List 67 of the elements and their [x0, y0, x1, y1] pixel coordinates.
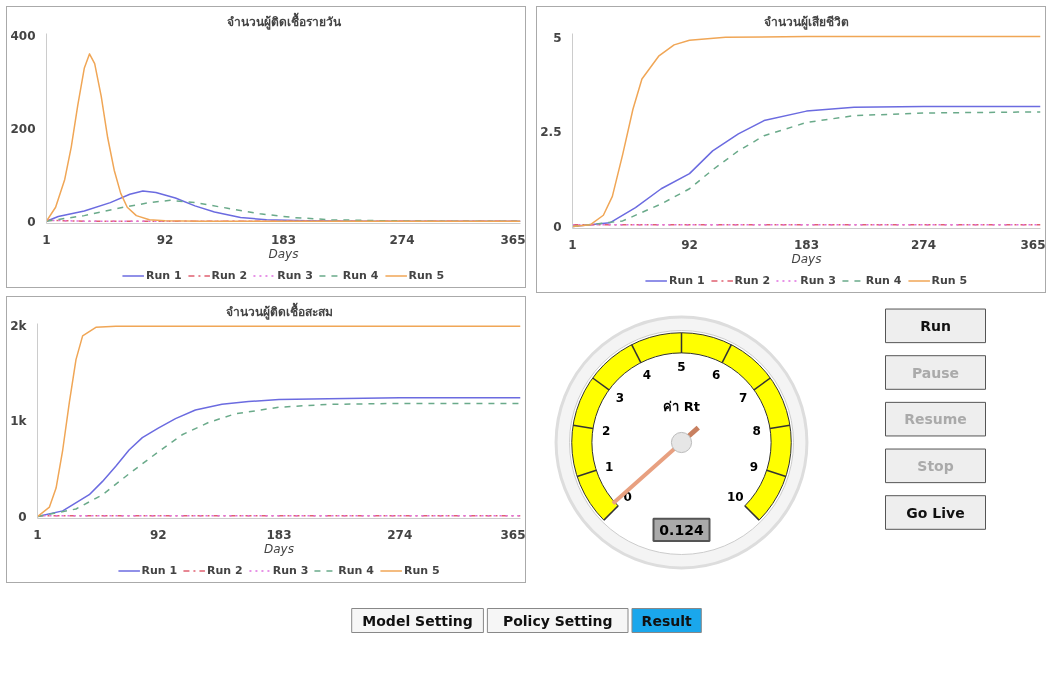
text: 1	[604, 459, 614, 474]
y-tick-label: 0	[27, 214, 36, 229]
x-axis-title: Days	[791, 251, 822, 266]
text: Go Live	[906, 504, 965, 521]
y-tick-label: 0	[18, 509, 27, 524]
text: 5	[677, 359, 686, 374]
x-tick-label: 183	[270, 232, 297, 247]
y-tick-label: 2k	[10, 319, 28, 334]
x-axis-title: Days	[264, 541, 294, 556]
legend-label: Run 5	[931, 273, 968, 287]
text: 3	[615, 391, 625, 406]
x-tick-label: 274	[387, 527, 413, 542]
data-label: 0.124	[659, 521, 704, 538]
legend-label: Run 1	[145, 268, 182, 282]
legend-label: Run 2	[207, 563, 243, 577]
x-tick-label: 183	[793, 237, 820, 252]
text: Resume	[904, 411, 967, 428]
text: Result	[641, 612, 692, 629]
text: ค่า Rt	[663, 399, 700, 415]
legend-label: Run 1	[668, 273, 705, 287]
legend-label: Run 4	[865, 273, 902, 287]
text: 2	[602, 424, 611, 439]
x-tick-label: 274	[389, 232, 415, 247]
x-tick-label: 1	[568, 237, 577, 252]
chart-title: จำนวนผู้ติดเชื้อรายวัน	[226, 11, 342, 30]
text: Run	[920, 317, 951, 334]
legend-label: Run 3	[277, 268, 313, 282]
x-tick-label: 1	[42, 232, 51, 247]
text: 10	[727, 489, 744, 504]
text: 6	[711, 368, 721, 383]
text: 9	[749, 459, 759, 474]
x-tick-label: 365	[500, 527, 526, 542]
x-tick-label: 274	[910, 237, 937, 252]
text: Pause	[911, 364, 960, 381]
x-tick-label: 1	[33, 527, 42, 542]
y-tick-label: 5	[553, 30, 562, 45]
chart-title: จำนวนผู้ติดเชื้อสะสม	[225, 301, 333, 320]
legend-label: Run 5	[403, 563, 440, 577]
legend-label: Run 3	[272, 563, 309, 577]
text: Policy Setting	[502, 612, 613, 629]
y-tick-label: 400	[10, 29, 36, 44]
x-tick-label: 365	[500, 232, 526, 247]
legend-label: Run 4	[338, 563, 374, 577]
x-tick-label: 365	[1020, 237, 1046, 252]
x-tick-label: 92	[156, 232, 174, 247]
x-tick-label: 183	[266, 527, 292, 542]
line-series	[37, 325, 521, 518]
legend-label: Run 4	[342, 268, 379, 282]
x-axis-title: Days	[268, 246, 299, 261]
text: 7	[738, 391, 748, 406]
legend-label: Run 1	[141, 563, 178, 577]
text: 8	[752, 424, 761, 439]
chart-title: จำนวนผู้เสียชีวิต	[764, 14, 849, 30]
line-series	[572, 35, 1041, 228]
legend-label: Run 2	[734, 273, 771, 287]
y-tick-label: 2.5	[540, 125, 562, 140]
y-tick-label: 200	[10, 122, 36, 136]
x-tick-label: 92	[149, 527, 167, 542]
y-tick-label: 1k	[10, 414, 28, 429]
legend-label: Run 2	[211, 268, 248, 282]
text: Stop	[917, 457, 954, 474]
legend-label: Run 5	[408, 268, 445, 282]
text: 4	[642, 368, 652, 383]
y-tick-label: 0	[553, 220, 562, 235]
x-tick-label: 92	[681, 237, 698, 252]
text: Model Setting	[362, 612, 473, 629]
legend-label: Run 3	[800, 273, 836, 287]
